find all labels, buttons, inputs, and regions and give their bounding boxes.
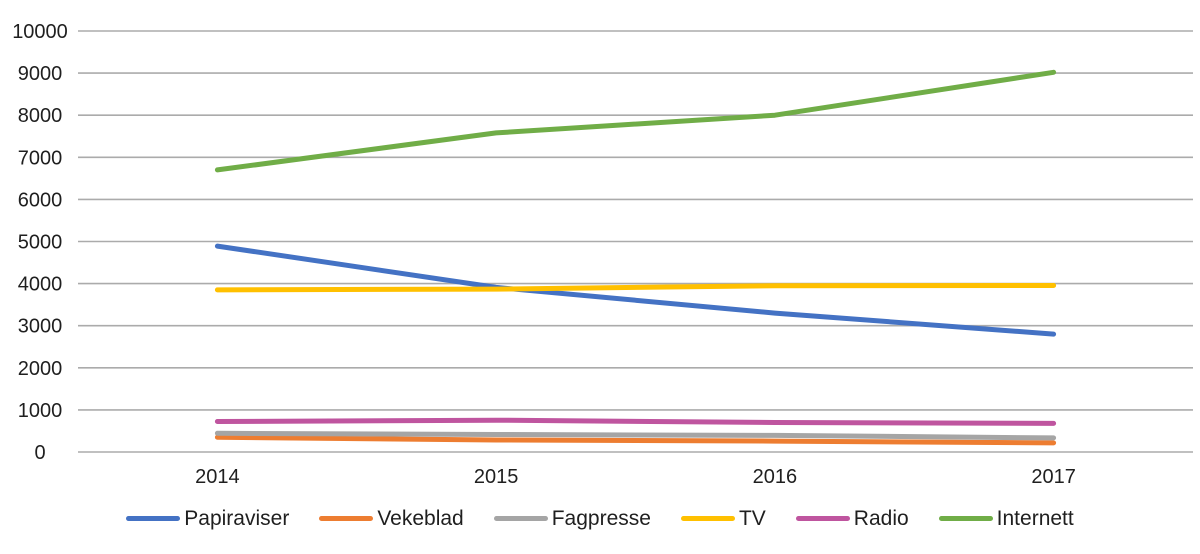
- legend-swatch-radio: [795, 515, 850, 521]
- x-tick-label: 2016: [753, 466, 798, 488]
- legend-label-vekeblad: Vekeblad: [377, 506, 464, 530]
- legend: Papiraviser Vekeblad Fagpresse TV Radio …: [0, 502, 1200, 534]
- legend-item-internett: Internett: [938, 506, 1074, 530]
- legend-swatch-papiraviser: [126, 515, 181, 521]
- legend-item-tv: TV: [680, 506, 766, 530]
- series-line-vekeblad: [214, 434, 1057, 446]
- plot-area: 1000090008000700060005000400030002000100…: [12, 21, 1193, 488]
- legend-label-fagpresse: Fagpresse: [551, 506, 651, 530]
- y-tick-label: 2000: [18, 358, 63, 380]
- y-tick-label: 8000: [18, 105, 63, 127]
- y-tick-label: 1000: [18, 400, 63, 422]
- series-line-internett: [214, 69, 1057, 173]
- y-tick-label: 10000: [12, 21, 68, 43]
- legend-label-papiraviser: Papiraviser: [184, 506, 290, 530]
- series-line-tv: [214, 283, 1057, 293]
- series-line-papiraviser: [214, 243, 1057, 337]
- x-tick-label: 2015: [474, 466, 519, 488]
- y-tick-label: 6000: [18, 189, 63, 211]
- legend-label-tv: TV: [738, 506, 766, 530]
- legend-label-internett: Internett: [996, 506, 1074, 530]
- legend-label-radio: Radio: [853, 506, 909, 530]
- y-tick-label: 3000: [18, 316, 63, 338]
- y-tick-label: 4000: [18, 274, 63, 296]
- y-tick-label: 0: [34, 442, 45, 464]
- series-line-radio: [214, 417, 1057, 426]
- legend-swatch-vekeblad: [319, 515, 374, 521]
- legend-item-fagpresse: Fagpresse: [493, 506, 651, 530]
- series-line-fagpresse: [214, 430, 1057, 441]
- y-tick-label: 9000: [18, 63, 63, 85]
- x-tick-label: 2014: [195, 466, 240, 488]
- legend-item-vekeblad: Vekeblad: [319, 506, 464, 530]
- legend-item-papiraviser: Papiraviser: [126, 508, 289, 529]
- y-tick-label: 7000: [18, 147, 63, 169]
- legend-item-radio: Radio: [795, 506, 909, 530]
- x-tick-label: 2017: [1031, 466, 1076, 488]
- legend-swatch-internett: [938, 515, 993, 521]
- legend-swatch-tv: [680, 515, 735, 521]
- legend-swatch-fagpresse: [493, 515, 548, 521]
- y-tick-label: 5000: [18, 232, 63, 254]
